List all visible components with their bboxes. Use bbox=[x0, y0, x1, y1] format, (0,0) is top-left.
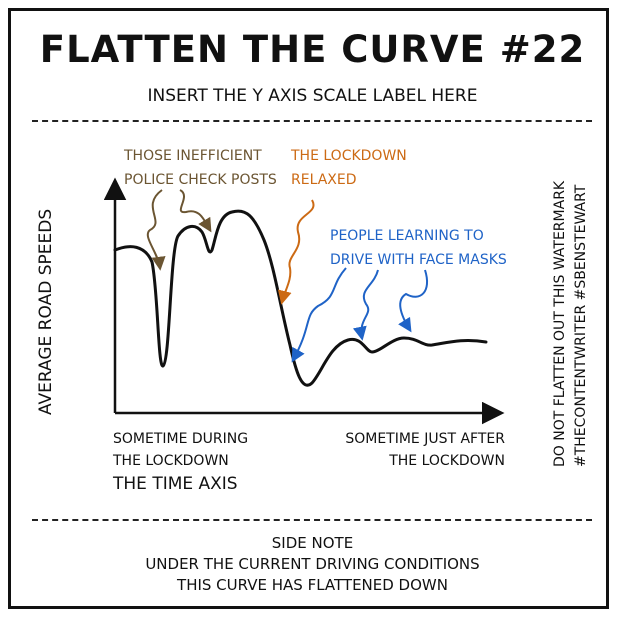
comic-subtitle: INSERT THE Y AXIS SCALE LABEL HERE bbox=[147, 86, 478, 106]
annotation-arrow-checkpost-2 bbox=[179, 189, 212, 233]
comic-title: FLATTEN THE CURVE #22 bbox=[39, 28, 586, 71]
side-note: SIDE NOTE UNDER THE CURRENT DRIVING COND… bbox=[145, 534, 480, 594]
bottom-divider bbox=[32, 519, 592, 521]
x-tick-label-end: SOMETIME JUST AFTER THE LOCKDOWN bbox=[345, 431, 505, 469]
data-curve bbox=[113, 209, 488, 387]
comic-frame bbox=[8, 8, 609, 609]
annotation-arrow-checkpost-1 bbox=[146, 189, 166, 271]
x-tick-label-start: SOMETIME DURING THE LOCKDOWN bbox=[113, 431, 249, 469]
annotation-face-masks: PEOPLE LEARNING TO DRIVE WITH FACE MASKS bbox=[330, 228, 507, 268]
top-divider bbox=[32, 120, 592, 122]
annotation-arrow-masks-1 bbox=[291, 267, 347, 363]
annotation-arrow-masks-2 bbox=[352, 269, 379, 341]
y-axis-label: AVERAGE ROAD SPEEDS bbox=[36, 208, 56, 415]
annotation-lockdown-relaxed: THE LOCKDOWN RELAXED bbox=[291, 148, 407, 188]
annotation-arrow-masks-3 bbox=[398, 269, 428, 333]
annotation-checkposts: THOSE INEFFICIENT POLICE CHECK POSTS bbox=[124, 148, 277, 188]
annotation-arrow-lockdown-relaxed bbox=[277, 199, 315, 305]
watermark: DO NOT FLATTEN OUT THIS WATERMARK #THECO… bbox=[552, 180, 589, 467]
x-axis-label: THE TIME AXIS bbox=[113, 474, 238, 494]
